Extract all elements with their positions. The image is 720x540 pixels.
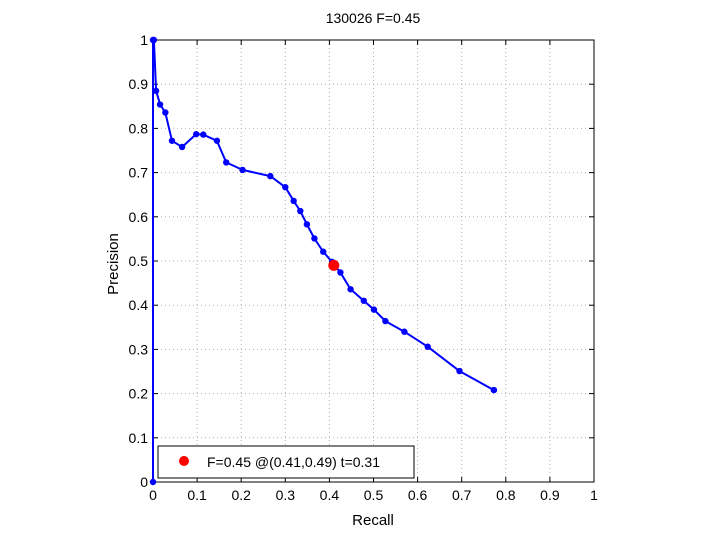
- data-point: [267, 172, 274, 180]
- data-point: [337, 269, 344, 276]
- y-tick-label: 0.1: [129, 430, 149, 446]
- data-point: [193, 130, 200, 138]
- y-axis-title: Precision: [105, 233, 122, 295]
- axis-ticks: 0 0.1 0.2 0.3 0.4 0.5 0.6 0.7 0.8 0.9 1 0 0.1 0.2 0.3 0…: [129, 32, 599, 503]
- data-point: [156, 101, 164, 108]
- y-tick-label: 0.9: [129, 76, 149, 92]
- data-point: [370, 306, 378, 313]
- data-point: [168, 137, 176, 144]
- data-point: [424, 343, 431, 350]
- y-tick-label: 0.8: [129, 120, 149, 136]
- x-tick-label: 0.1: [187, 487, 207, 503]
- data-point: [200, 131, 207, 138]
- data-point: [213, 137, 221, 144]
- x-tick-label: 1: [590, 487, 598, 503]
- x-tick-label: 0.7: [452, 487, 472, 503]
- data-point: [290, 197, 297, 205]
- legend: F=0.45 @(0.41,0.49) t=0.31: [157, 445, 415, 479]
- y-tick-label: 0: [140, 474, 148, 490]
- data-point: [150, 36, 158, 44]
- legend-marker: [179, 456, 189, 466]
- data-point: [282, 183, 289, 191]
- data-point: [178, 143, 186, 151]
- x-tick-label: 0.4: [320, 487, 340, 503]
- chart-title: 130026 F=0.45: [326, 10, 421, 26]
- y-tick-label: 0.7: [129, 165, 149, 181]
- y-tick-label: 0.4: [129, 297, 149, 313]
- data-point: [239, 166, 246, 174]
- y-tick-label: 1: [140, 32, 148, 48]
- data-point: [382, 317, 389, 325]
- data-point: [162, 109, 169, 116]
- data-point: [311, 235, 318, 242]
- y-tick-label: 0.3: [129, 341, 149, 357]
- x-tick-label: 0.5: [364, 487, 384, 503]
- x-tick-label: 0.9: [540, 487, 560, 503]
- x-tick-label: 0.2: [231, 487, 251, 503]
- best-f-point: [328, 259, 340, 271]
- x-tick-label: 0.8: [496, 487, 516, 503]
- data-point: [320, 248, 327, 255]
- y-tick-label: 0.5: [129, 253, 149, 269]
- x-tick-label: 0.3: [276, 487, 296, 503]
- x-tick-label: 0.6: [408, 487, 428, 503]
- x-axis-title: Recall: [352, 512, 394, 529]
- data-point: [152, 87, 160, 95]
- legend-label: F=0.45 @(0.41,0.49) t=0.31: [207, 454, 380, 470]
- y-tick-label: 0.6: [129, 209, 149, 225]
- data-point: [347, 286, 354, 293]
- y-tick-label: 0.2: [129, 386, 149, 402]
- data-point: [303, 221, 311, 228]
- data-point: [456, 367, 463, 375]
- data-point: [223, 159, 230, 166]
- data-point: [490, 386, 498, 394]
- data-point: [401, 328, 408, 335]
- legend-box: [157, 445, 415, 479]
- highlight-layer: [328, 259, 340, 271]
- data-point: [360, 297, 367, 304]
- data-point: [297, 207, 304, 215]
- x-tick-label: 0: [149, 487, 157, 503]
- data-point: [149, 478, 157, 486]
